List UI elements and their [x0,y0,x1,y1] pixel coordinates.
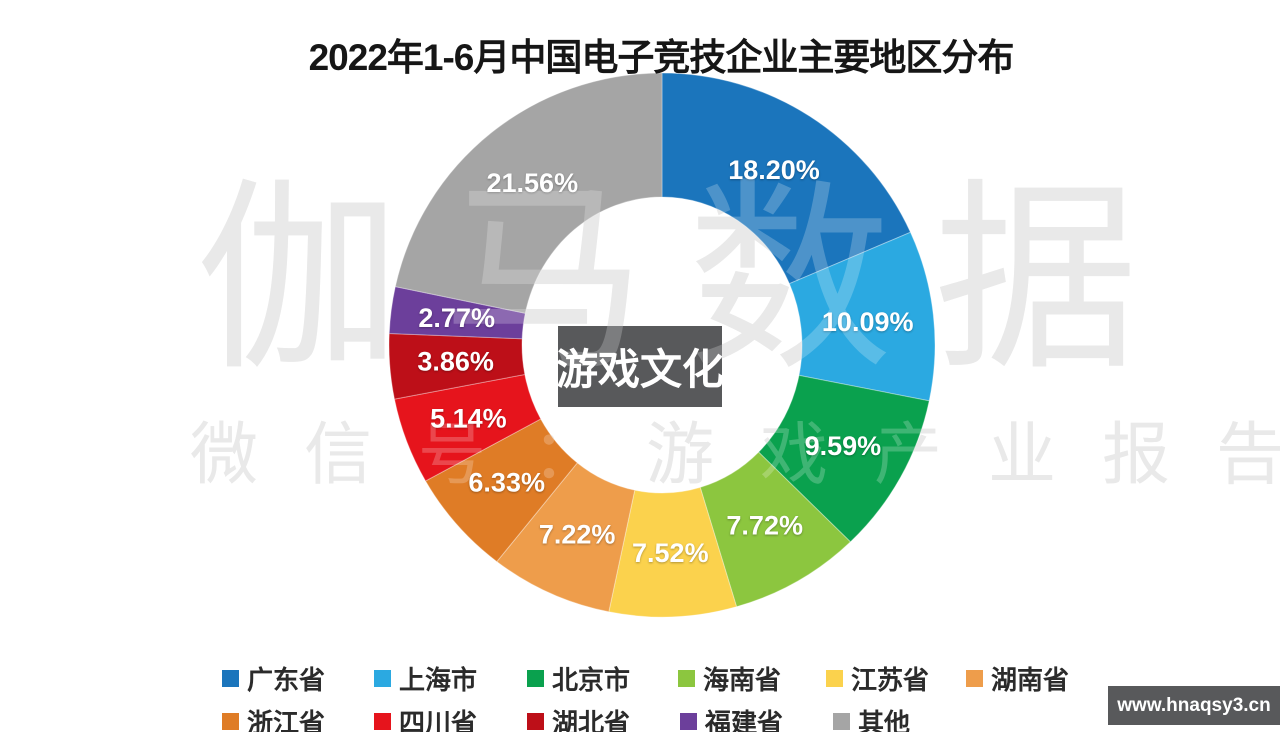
legend-swatch-icon [527,713,544,730]
slice-label-2: 10.09% [822,307,914,337]
legend-swatch-icon [222,713,239,730]
legend-item-1: 广东省 [222,660,325,697]
slice-label-11: 21.56% [487,168,579,198]
slice-label-9: 3.86% [417,346,494,376]
legend-item-9: 湖北省 [527,703,630,732]
legend-label: 浙江省 [247,708,326,732]
slice-label-10: 2.77% [418,303,495,333]
legend-item-10: 福建省 [680,703,783,732]
legend-label: 福建省 [705,708,784,732]
slice-label-1: 18.20% [728,155,820,185]
legend-item-6: 湖南省 [966,660,1069,697]
center-overlay-label: 游戏文化 [556,346,725,393]
legend-label: 广东省 [247,665,326,695]
pie-slice-5 [608,486,738,618]
legend-swatch-icon [374,713,391,730]
pie-slice-11 [394,72,663,314]
pie-slice-3 [757,374,930,543]
slice-label-4: 7.72% [726,511,803,541]
legend-swatch-icon [833,713,850,730]
legend-label: 北京市 [552,665,631,695]
legend-item-3: 北京市 [527,660,630,697]
slice-label-8: 5.14% [430,404,507,434]
legend-swatch-icon [680,713,697,730]
legend-swatch-icon [966,670,983,687]
legend-label: 海南省 [703,665,782,695]
legend-swatch-icon [826,670,843,687]
legend-item-4: 海南省 [678,660,781,697]
pie-slice-9 [388,333,526,400]
slice-label-5: 7.52% [632,538,709,568]
legend-item-11: 其他 [833,703,910,732]
chart-title: 2022年1-6月中国电子竞技企业主要地区分布 [308,36,1015,78]
legend-label: 上海市 [399,665,478,695]
slice-label-3: 9.59% [805,431,882,461]
pie-slice-2 [788,231,936,402]
legend-item-2: 上海市 [374,660,477,697]
legend-label: 江苏省 [851,665,930,695]
site-watermark-box: www.hnaqsy3.cn [1108,686,1280,725]
legend-swatch-icon [678,670,695,687]
slice-label-6: 7.22% [539,520,616,550]
legend-label: 湖北省 [552,708,631,732]
legend-swatch-icon [527,670,544,687]
legend-item-7: 浙江省 [222,703,325,732]
slice-label-7: 6.33% [468,468,545,498]
pie-slice-1 [661,72,912,285]
site-watermark-label: www.hnaqsy3.cn [1117,694,1271,716]
legend-label: 四川省 [399,708,478,732]
legend-item-8: 四川省 [374,703,477,732]
legend-swatch-icon [222,670,239,687]
center-overlay-box: 游戏文化 [556,326,725,407]
legend-label: 其他 [858,708,911,732]
legend-label: 湖南省 [991,665,1070,695]
legend-item-5: 江苏省 [826,660,929,697]
legend-swatch-icon [374,670,391,687]
